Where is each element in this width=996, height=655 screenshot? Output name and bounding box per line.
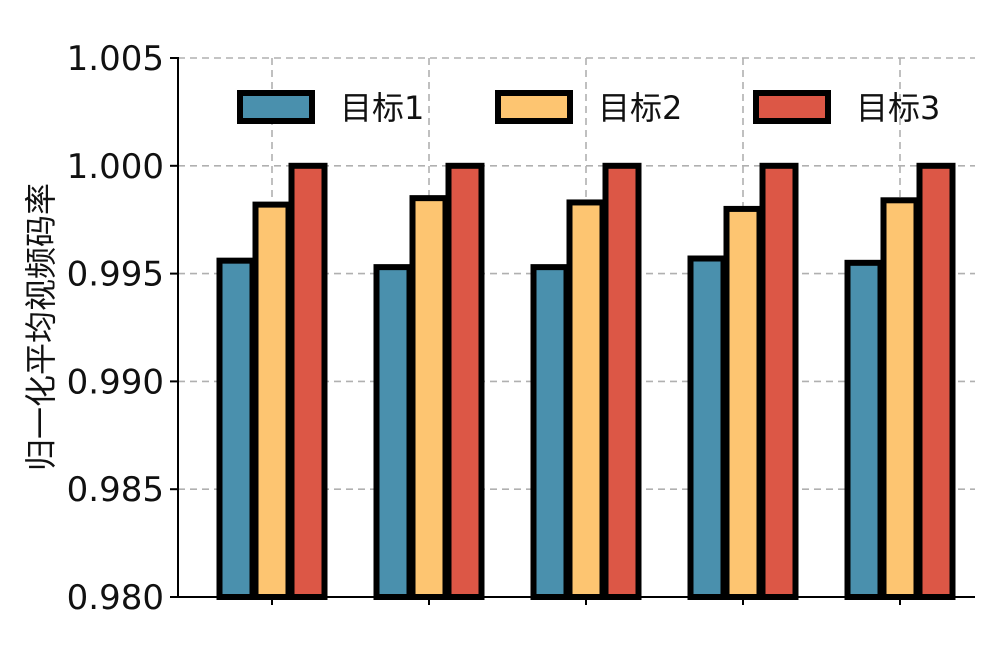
y-tick-labels: 0.980 0.985 0.990 0.995 1.000 1.005 bbox=[67, 39, 164, 618]
bar-series-3-cat-2 bbox=[445, 162, 485, 601]
y-tick-label: 0.980 bbox=[67, 578, 164, 618]
legend-label-1: 目标1 bbox=[340, 89, 424, 127]
bar-series-1-cat-2 bbox=[373, 264, 413, 600]
bar-series-1-cat-1 bbox=[216, 257, 256, 600]
legend: 目标1 目标2 目标3 bbox=[237, 89, 940, 127]
legend-swatch-2 bbox=[495, 90, 573, 124]
axes bbox=[170, 57, 975, 605]
y-tick-label: 1.000 bbox=[67, 147, 164, 187]
legend-label-3: 目标3 bbox=[856, 89, 940, 127]
bar-series-1-cat-4 bbox=[687, 255, 727, 600]
y-tick-label: 0.995 bbox=[67, 255, 164, 295]
legend-swatch-3 bbox=[753, 90, 831, 124]
legend-swatch-1 bbox=[237, 90, 315, 124]
y-tick-label: 0.990 bbox=[67, 362, 164, 402]
y-tick-label: 0.985 bbox=[67, 470, 164, 510]
bar-series-2-cat-1 bbox=[252, 201, 292, 600]
y-tick-label: 1.005 bbox=[67, 39, 164, 79]
bar-series-1-cat-5 bbox=[844, 259, 884, 600]
bar-series-2-cat-5 bbox=[880, 197, 920, 601]
bar-series-2-cat-4 bbox=[723, 205, 763, 600]
y-axis-label: 归一化平均视频码率 bbox=[22, 183, 60, 471]
bar-series-3-cat-5 bbox=[916, 162, 956, 601]
bar-series-3-cat-4 bbox=[759, 162, 799, 601]
bar-series-2-cat-2 bbox=[409, 195, 449, 600]
bars-group bbox=[216, 162, 956, 601]
bar-series-2-cat-3 bbox=[566, 199, 606, 600]
legend-label-2: 目标2 bbox=[598, 89, 682, 127]
bar-series-3-cat-1 bbox=[288, 162, 328, 601]
bar-series-1-cat-3 bbox=[530, 264, 570, 600]
bar-series-3-cat-3 bbox=[602, 162, 642, 601]
